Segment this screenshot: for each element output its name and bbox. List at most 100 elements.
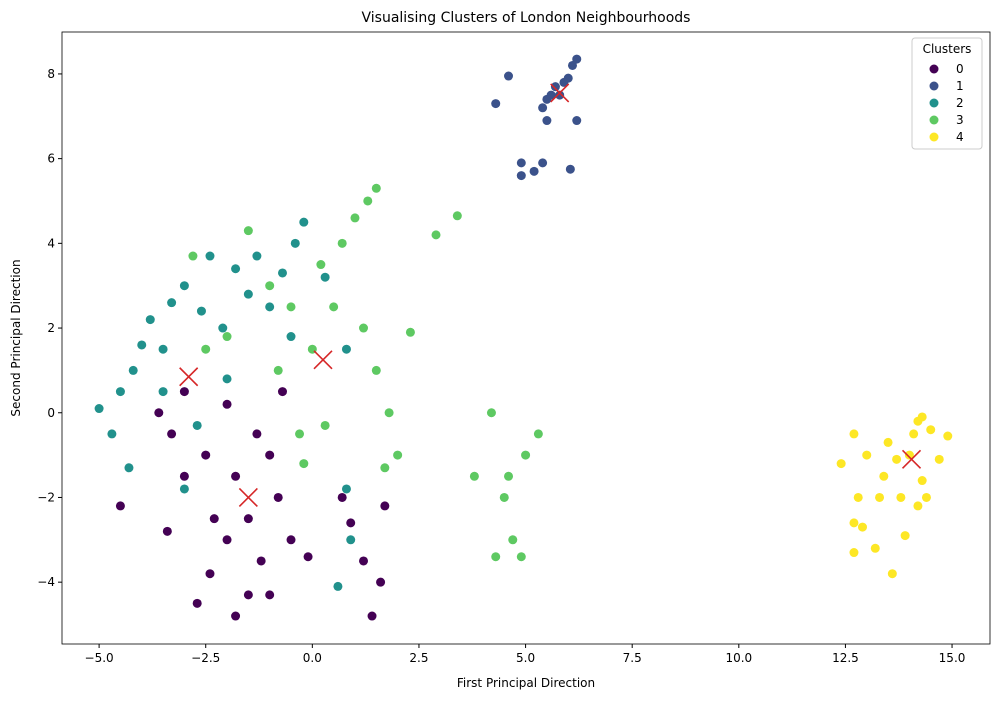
point	[243, 514, 253, 524]
point	[504, 471, 514, 481]
point	[508, 535, 518, 545]
legend-label: 1	[956, 79, 964, 93]
point	[115, 387, 125, 397]
point	[299, 459, 309, 469]
point	[384, 408, 394, 418]
point	[222, 332, 232, 342]
legend-label: 2	[956, 96, 964, 110]
legend-label: 4	[956, 130, 964, 144]
x-tick-label: 15.0	[939, 651, 966, 665]
point	[205, 251, 215, 261]
point	[550, 82, 560, 92]
y-tick-label: 4	[47, 236, 55, 250]
plot-frame	[61, 31, 991, 645]
point	[231, 611, 241, 621]
point	[303, 552, 313, 562]
y-tick-label: 8	[47, 67, 55, 81]
point	[222, 374, 232, 384]
point	[363, 196, 373, 206]
point	[849, 429, 859, 439]
point	[359, 323, 369, 333]
point	[542, 94, 552, 104]
point	[231, 264, 241, 274]
point	[201, 450, 211, 460]
point	[337, 492, 347, 502]
point	[853, 492, 863, 502]
point	[346, 518, 356, 528]
point	[320, 420, 330, 430]
point	[896, 492, 906, 502]
point	[196, 306, 206, 316]
legend-title: Clusters	[923, 42, 972, 56]
point	[333, 581, 343, 591]
point	[376, 577, 386, 587]
point	[137, 340, 147, 350]
point	[350, 213, 360, 223]
point	[320, 272, 330, 282]
point	[179, 387, 189, 397]
point	[231, 471, 241, 481]
point	[572, 116, 582, 126]
point	[162, 526, 172, 536]
point	[192, 598, 202, 608]
point	[879, 471, 889, 481]
point	[849, 548, 859, 558]
point	[892, 454, 902, 464]
point	[158, 387, 168, 397]
point	[265, 590, 275, 600]
point	[277, 268, 287, 278]
point	[286, 302, 296, 312]
point	[286, 535, 296, 545]
x-tick-label: −2.5	[191, 651, 220, 665]
point	[452, 211, 462, 221]
point	[252, 429, 262, 439]
point	[943, 431, 953, 441]
point	[201, 344, 211, 354]
point	[273, 492, 283, 502]
point	[371, 365, 381, 375]
point	[209, 514, 219, 524]
centroid	[238, 487, 258, 508]
point	[295, 429, 305, 439]
point	[555, 90, 565, 100]
point	[243, 289, 253, 299]
x-tick-label: 12.5	[832, 651, 859, 665]
point	[167, 298, 177, 308]
point	[538, 158, 548, 168]
y-tick-label: 0	[47, 406, 55, 420]
point	[252, 251, 262, 261]
point	[218, 323, 228, 333]
legend-label: 0	[956, 62, 964, 76]
point	[529, 166, 539, 176]
point	[329, 302, 339, 312]
point	[341, 344, 351, 354]
point	[870, 543, 880, 553]
point	[516, 171, 526, 181]
point	[499, 492, 509, 502]
centroid	[313, 350, 333, 370]
point	[857, 522, 867, 532]
point	[167, 429, 177, 439]
point	[128, 365, 138, 375]
point	[883, 437, 893, 447]
point	[559, 77, 569, 87]
centroid	[179, 367, 199, 387]
point	[273, 365, 283, 375]
x-tick-label: 0.0	[303, 651, 322, 665]
point	[849, 518, 859, 528]
point	[367, 611, 377, 621]
legend-marker	[929, 132, 939, 142]
point	[154, 408, 164, 418]
point	[567, 60, 577, 70]
point	[346, 535, 356, 545]
legend-marker	[929, 115, 939, 125]
point	[934, 454, 944, 464]
point	[405, 327, 415, 337]
legend-marker	[929, 64, 939, 74]
point	[900, 531, 910, 541]
point	[265, 281, 275, 291]
point	[158, 344, 168, 354]
point	[521, 450, 531, 460]
